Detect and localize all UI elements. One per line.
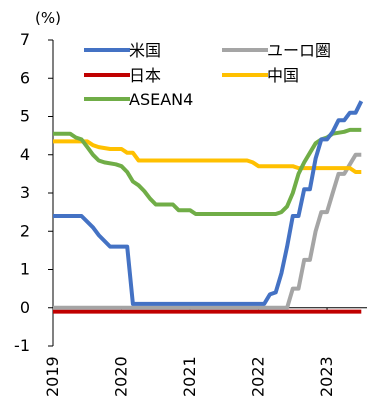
y-tick-label: 6 (20, 68, 30, 87)
y-tick-label: 4 (20, 145, 30, 164)
series-layer (53, 100, 364, 314)
y-unit-label: (%) (35, 9, 61, 27)
legend-label: 米国 (129, 41, 161, 60)
y-tick-label: 0 (20, 298, 30, 317)
x-axis: 2019 2020 2021 2022 2023 (43, 307, 367, 397)
y-tick-label: 5 (20, 107, 30, 126)
y-tick-label: 2 (20, 221, 30, 240)
y-tick-label: 7 (20, 30, 30, 49)
legend-label: 日本 (129, 66, 161, 85)
series-line (53, 100, 364, 306)
y-tick-label: -1 (14, 336, 30, 355)
series-line (53, 127, 362, 216)
x-tick-label: 2020 (112, 356, 131, 397)
legend-label: ユーロ圏 (267, 41, 331, 60)
y-tick-label: 1 (20, 260, 30, 279)
y-axis: -1 0 1 2 3 4 5 6 7 (14, 30, 54, 355)
legend-label: ASEAN4 (129, 90, 193, 109)
x-tick-label: 2022 (249, 356, 268, 397)
x-tick-label: 2023 (317, 356, 336, 397)
legend-label: 中国 (267, 66, 299, 85)
y-tick-label: 3 (20, 183, 30, 202)
x-tick-label: 2019 (43, 356, 62, 397)
x-tick-label: 2021 (180, 356, 199, 397)
series-line (53, 152, 362, 310)
